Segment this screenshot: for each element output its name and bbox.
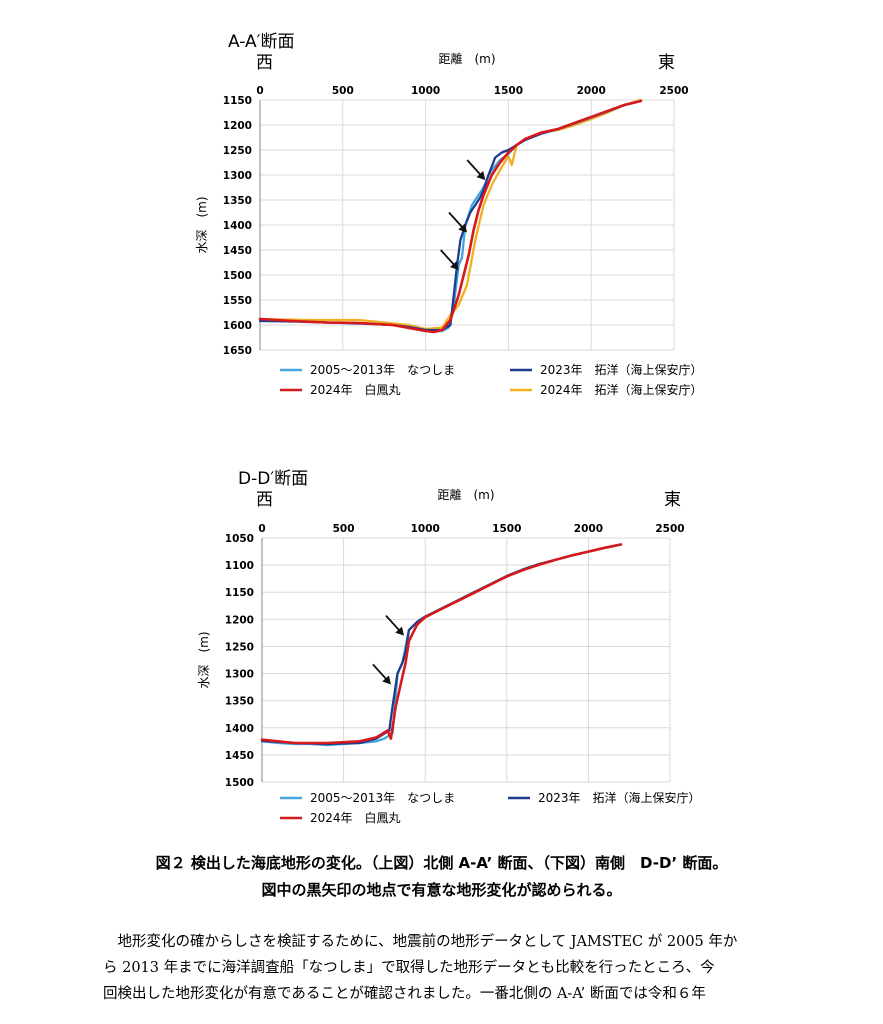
x-tick-label: 1000 [411, 85, 440, 97]
series-line-hakuho [260, 543, 623, 745]
x-tick-label: 2000 [577, 85, 606, 97]
series-line-takuyo2023 [260, 543, 623, 746]
west-label: 西 [256, 53, 273, 73]
series-line-takuyo2023 [258, 99, 643, 332]
west-label: 西 [256, 490, 273, 510]
legend-label-takuyo2024: 2024年 拓洋（海上保安庁） [540, 382, 703, 397]
y-tick-label: 1350 [223, 195, 252, 207]
legend-label-takuyo2023: 2023年 拓洋（海上保安庁） [540, 362, 703, 377]
x-tick-label: 2000 [574, 523, 603, 535]
x-tick-label: 0 [258, 523, 265, 535]
arrow-head [382, 675, 391, 685]
y-tick-label: 1400 [225, 723, 254, 735]
chart-title: D-D′断面 [238, 469, 308, 489]
arrow-shaft [448, 211, 465, 230]
y-tick-label: 1150 [225, 587, 254, 599]
arrow-head [450, 261, 459, 270]
x-tick-label: 0 [256, 85, 263, 97]
chart-title: A-A′断面 [228, 32, 295, 52]
y-tick-label: 1600 [223, 320, 252, 332]
y-tick-label: 1450 [223, 245, 252, 257]
chart-d-d-svg: D-D′断面西 東 距離 (m) 0 500 1000 1500 2000 2500 1050 11… [197, 469, 701, 825]
y-tick-label: 1400 [223, 220, 252, 232]
y-axis-title: 水深 (m) [197, 631, 211, 688]
east-label: 東 [658, 53, 675, 73]
legend-label-natsushima: 2005～2013年 なつしま [310, 363, 455, 377]
arrow-head [476, 171, 486, 180]
y-tick-label: 1450 [225, 750, 254, 762]
y-axis-title: 水深 (m) [195, 196, 209, 253]
arrow-head [395, 626, 404, 636]
y-tick-label: 1550 [223, 295, 252, 307]
arrow-shaft [385, 614, 402, 633]
arrow-shaft [440, 249, 457, 268]
body-paragraph: 地形変化の確からしさを検証するために、地震前の地形データとして JAMSTEC … [103, 929, 793, 1007]
y-tick-label: 1100 [225, 560, 254, 572]
legend-label-hakuho: 2024年 白鳳丸 [310, 382, 401, 397]
arrow-head [458, 223, 467, 233]
body-line-2: ら 2013 年までに海洋調査船「なつしま」で取得した地形データとも比較を行った… [103, 960, 715, 976]
y-tick-label: 1500 [225, 777, 254, 789]
y-tick-label: 1200 [225, 614, 254, 626]
legend-label-takuyo2023: 2023年 拓洋（海上保安庁） [538, 790, 701, 805]
east-label: 東 [664, 490, 681, 510]
x-axis-title: 距離 (m) [437, 488, 494, 502]
x-tick-label: 500 [332, 85, 354, 97]
y-tick-label: 1150 [223, 95, 252, 107]
y-tick-label: 1500 [223, 270, 252, 282]
y-tick-label: 1300 [225, 669, 254, 681]
x-axis-title: 距離 (m) [438, 52, 495, 66]
x-tick-label: 2500 [655, 523, 684, 535]
y-tick-label: 1350 [225, 696, 254, 708]
y-tick-label: 1050 [225, 533, 254, 545]
body-line-3: 回検出した地形変化が有意であることが確認されました。一番北側の A-A’ 断面で… [103, 986, 706, 1002]
legend-label-hakuho: 2024年 白鳳丸 [310, 810, 401, 825]
x-tick-label: 500 [333, 523, 355, 535]
series-line-hakuho [258, 99, 643, 334]
chart-d-d-section: D-D′断面西 東 距離 (m) 0 500 1000 1500 2000 2500 1050 11… [180, 462, 701, 830]
x-tick-label: 2500 [659, 85, 688, 97]
y-tick-label: 1250 [225, 641, 254, 653]
x-tick-label: 1500 [494, 85, 523, 97]
y-tick-label: 1650 [223, 345, 252, 357]
y-tick-label: 1300 [223, 170, 252, 182]
y-tick-label: 1250 [223, 145, 252, 157]
arrow-shaft [372, 663, 389, 682]
series-line-natsushima [258, 99, 643, 333]
figure-caption-line-2: 図中の黒矢印の地点で有意な地形変化が認められる。 [261, 881, 622, 899]
legend-label-natsushima: 2005～2013年 なつしま [310, 791, 455, 805]
y-tick-label: 1200 [223, 120, 252, 132]
chart-a-a-section: A-A′断面西 東 距離 (m) 0 500 1000 1500 2000 2500 1150 12… [180, 28, 703, 412]
figure-caption-line-1: 図２ 検出した海底地形の変化。（上図）北側 A-A’ 断面、（下図）南側 D-D… [155, 854, 728, 872]
series-line-natsushima [260, 543, 623, 747]
arrow-shaft [466, 159, 483, 178]
x-tick-label: 1500 [492, 523, 521, 535]
chart-a-a-svg: A-A′断面西 東 距離 (m) 0 500 1000 1500 2000 2500 1150 12… [195, 32, 703, 397]
x-tick-label: 1000 [411, 523, 440, 535]
body-line-1: 地形変化の確からしさを検証するために、地震前の地形データとして JAMSTEC … [103, 934, 738, 950]
